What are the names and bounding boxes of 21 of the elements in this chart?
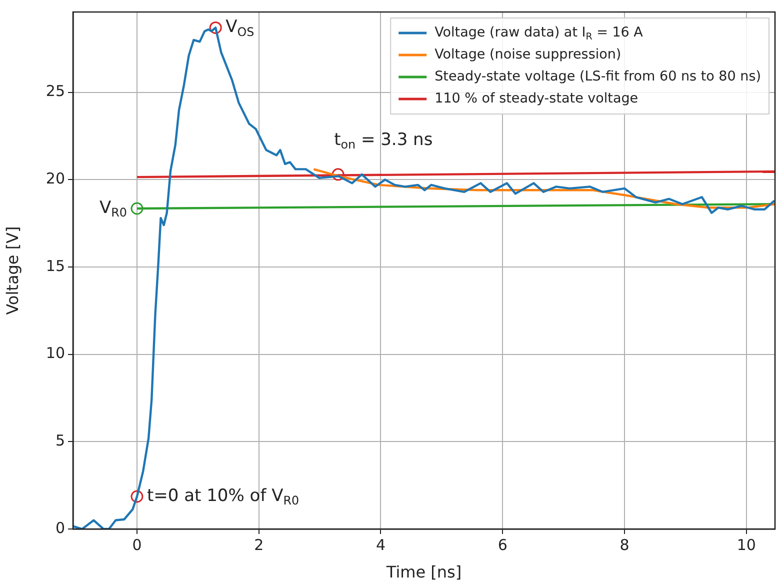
legend-label: Voltage (noise suppression) xyxy=(434,46,622,62)
point xyxy=(209,21,222,34)
y-tick-label: 20 xyxy=(46,170,65,188)
y-tick-label: 5 xyxy=(55,432,65,450)
y-tick-label: 15 xyxy=(46,256,65,275)
y-tick-label: 10 xyxy=(46,344,65,362)
y-tick-label: 25 xyxy=(46,82,65,100)
x-tick-label: 0 xyxy=(132,536,142,554)
y-tick-label: 0 xyxy=(55,518,65,537)
point xyxy=(332,168,344,181)
legend-label: 110 % of steady-state voltage xyxy=(434,90,638,106)
x-axis-title: Time [ns] xyxy=(385,562,462,582)
point xyxy=(130,490,144,503)
point xyxy=(130,202,144,215)
x-tick-label: 6 xyxy=(498,536,508,554)
x-tick-label: 4 xyxy=(376,536,386,554)
y-axis-title: Voltage [V] xyxy=(2,226,22,315)
x-tick-label: 8 xyxy=(620,536,630,554)
x-tick-label: 2 xyxy=(254,536,264,554)
x-tick-label: 10 xyxy=(736,536,756,554)
legend-label: Steady-state voltage (LS-fit from 60 ns to 80 ns) xyxy=(434,68,762,84)
